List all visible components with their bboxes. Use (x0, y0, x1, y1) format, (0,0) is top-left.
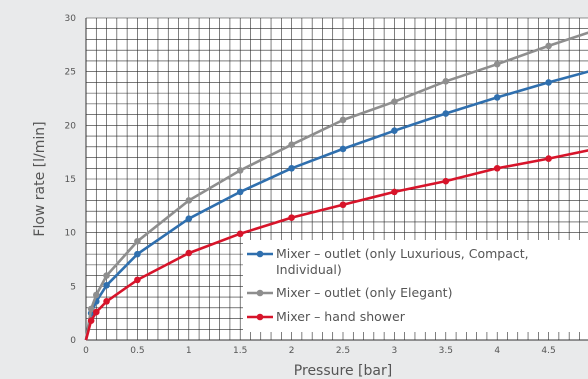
data-point (236, 167, 244, 174)
y-tick-label: 10 (65, 229, 77, 239)
y-tick-label: 15 (65, 175, 76, 185)
data-point (103, 281, 110, 289)
data-point (493, 60, 501, 68)
data-point (236, 230, 244, 238)
data-point (134, 276, 141, 284)
data-point (493, 164, 501, 172)
y-axis-title: Flow rate [l/min] (32, 121, 48, 236)
legend-entry-label: Mixer – hand shower (276, 309, 406, 324)
data-point (236, 188, 244, 196)
data-point (339, 116, 347, 124)
x-axis-title: Pressure [bar] (294, 363, 392, 379)
data-point (442, 110, 450, 117)
data-point (442, 78, 450, 85)
data-point (391, 127, 398, 134)
x-tick-label: 2.5 (336, 346, 350, 356)
data-point (391, 98, 398, 106)
legend-box (243, 240, 588, 332)
x-tick-label: 4.5 (541, 346, 555, 356)
data-point (92, 308, 100, 316)
y-tick-label: 20 (65, 121, 77, 131)
x-tick-label: 0 (83, 346, 89, 356)
data-point (545, 155, 552, 162)
x-tick-label: 1.5 (233, 346, 247, 356)
data-point (87, 317, 95, 324)
data-point (288, 141, 295, 148)
legend-swatch-marker (256, 313, 264, 321)
data-point (442, 177, 450, 185)
data-point (288, 214, 295, 221)
legend-swatch-marker (256, 250, 264, 258)
data-point (185, 197, 193, 204)
axes: 0 0.5 1 1.5 2 2.5 3 3.5 4 4.5 0 5 10 15 20 25 30 (65, 14, 588, 356)
legend-entry-label: Mixer – outlet (only Luxurious, Compact, (276, 246, 529, 261)
data-point (103, 272, 110, 279)
data-point (339, 201, 347, 209)
y-tick-label: 30 (65, 14, 77, 24)
x-tick-label: 3 (392, 346, 398, 356)
legend-entry-label: Individual) (276, 262, 342, 277)
data-point (545, 79, 552, 86)
y-tick-label: 0 (70, 336, 76, 346)
series-lines (84, 31, 588, 341)
x-tick-label: 3.5 (439, 346, 453, 356)
data-point (134, 250, 141, 258)
data-point (103, 298, 110, 305)
series-line-2 (84, 31, 588, 341)
data-point (493, 94, 501, 101)
x-tick-label: 2 (289, 346, 295, 356)
legend-swatch-marker (256, 289, 264, 297)
data-point (288, 164, 295, 172)
x-tick-label: 4 (494, 346, 500, 356)
x-tick-label: 0.5 (130, 346, 144, 356)
data-point (391, 188, 398, 196)
data-point (185, 249, 193, 257)
legend: Mixer – outlet (only Luxurious, Compact,… (243, 240, 588, 332)
data-point (185, 215, 193, 223)
data-point (339, 145, 347, 153)
data-point (87, 305, 95, 313)
data-point (92, 291, 100, 299)
legend-entry-label: Mixer – outlet (only Elegant) (276, 285, 452, 300)
y-tick-label: 25 (65, 68, 76, 78)
y-tick-label: 5 (70, 282, 76, 292)
x-tick-label: 1 (186, 346, 192, 356)
data-point (545, 42, 552, 50)
data-point (134, 237, 141, 245)
